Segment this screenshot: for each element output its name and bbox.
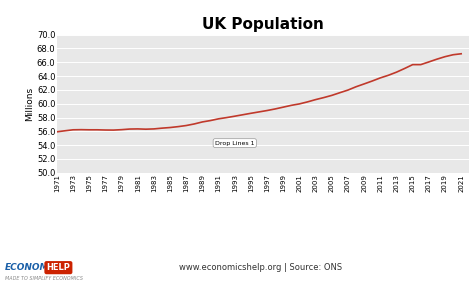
Text: Drop Lines 1: Drop Lines 1 (215, 141, 255, 145)
Text: ECONOMICS: ECONOMICS (5, 263, 65, 272)
Text: www.economicshelp.org | Source: ONS: www.economicshelp.org | Source: ONS (179, 263, 342, 272)
Text: HELP: HELP (46, 263, 70, 272)
Title: UK Population: UK Population (202, 17, 324, 32)
Y-axis label: Millions: Millions (25, 87, 34, 121)
Text: MADE TO SIMPLIFY ECONOMICS: MADE TO SIMPLIFY ECONOMICS (5, 276, 83, 281)
